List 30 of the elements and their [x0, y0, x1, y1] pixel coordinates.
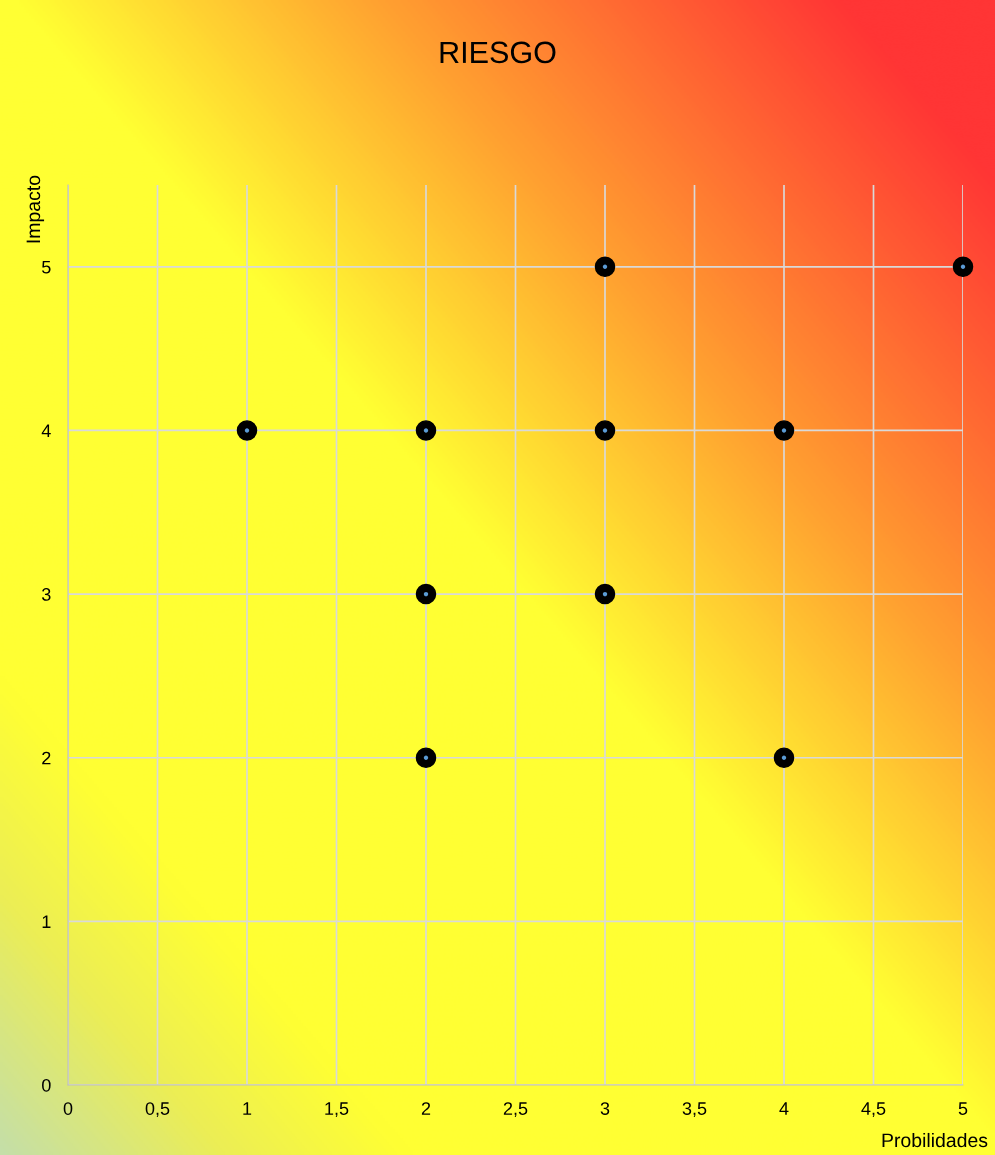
point — [952, 256, 974, 278]
y-tick-label: 0 — [42, 1078, 51, 1092]
y-tick-label: 4 — [41, 424, 51, 437]
x-tick-label: 0 — [63, 1102, 73, 1115]
y-axis-title: Impacto — [26, 175, 45, 243]
y-tick-label: 3 — [41, 588, 51, 601]
point — [415, 420, 437, 441]
x-tick-label: 1 — [243, 1102, 252, 1115]
y-tick-label: 2 — [42, 751, 51, 765]
x-tick-label: 2,5 — [503, 1102, 528, 1118]
y-tick-label: 1 — [42, 915, 51, 928]
x-axis-title: Probilidades — [882, 1132, 988, 1148]
point — [773, 420, 795, 441]
x-tick-label: 4,5 — [861, 1102, 886, 1118]
x-tick-label: 0,5 — [145, 1102, 170, 1118]
point — [594, 420, 616, 441]
point — [773, 747, 795, 768]
point — [236, 420, 258, 441]
x-tick-label: 1,5 — [325, 1102, 349, 1118]
x-tick-label: 5 — [958, 1102, 968, 1115]
chart-title: RIESGO — [440, 41, 556, 64]
point — [415, 583, 437, 605]
point — [594, 256, 616, 278]
y-tick-label: 5 — [42, 260, 51, 274]
x-tick-label: 3,5 — [682, 1102, 707, 1118]
x-tick-label: 4 — [779, 1102, 789, 1115]
point — [415, 747, 437, 768]
x-tick-label: 3 — [600, 1102, 610, 1115]
x-tick-label: 2 — [421, 1102, 431, 1115]
point — [594, 583, 616, 605]
